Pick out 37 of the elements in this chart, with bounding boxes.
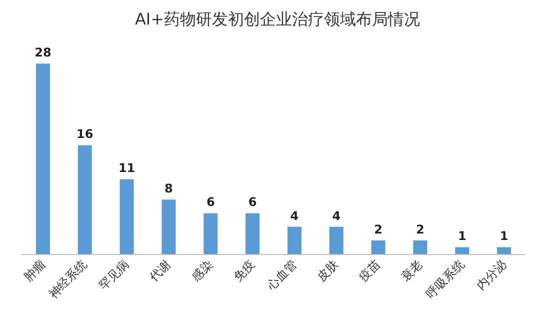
- bar: [287, 226, 302, 254]
- x-tick-label: 疫苗: [356, 257, 384, 284]
- x-tick-label: 免疫: [230, 257, 258, 284]
- x-tick-label: 感染: [188, 257, 216, 284]
- bar: [455, 247, 470, 254]
- x-tick-label: 内分泌: [474, 257, 509, 292]
- data-label: 6: [248, 195, 257, 210]
- data-label: 6: [206, 195, 215, 210]
- bar: [371, 240, 386, 254]
- x-tick-label: 肿瘤: [21, 257, 48, 284]
- x-tick-label: 神经系统: [46, 257, 90, 301]
- data-label: 2: [416, 222, 424, 236]
- data-label: 4: [332, 208, 341, 223]
- bar: [120, 179, 134, 254]
- data-label: 2: [374, 222, 382, 236]
- x-tick-label: 心血管: [263, 257, 300, 294]
- data-label: 4: [290, 208, 299, 223]
- bar: [36, 64, 50, 254]
- bar: [413, 240, 428, 254]
- data-label: 1: [458, 229, 466, 244]
- x-tick-label: 衰老: [398, 257, 426, 284]
- data-label: 28: [34, 46, 52, 60]
- data-label: 16: [76, 127, 94, 142]
- data-label: 8: [164, 182, 173, 196]
- chart-title: AI+药物研发初创企业治疗领域布局情况: [134, 10, 420, 28]
- x-tick-label: 皮肤: [314, 257, 342, 284]
- bar: [329, 226, 344, 254]
- x-tick-label: 代谢: [146, 257, 174, 285]
- bar: [497, 247, 512, 254]
- bar: [162, 200, 176, 254]
- x-tick-label: 罕见病: [96, 257, 132, 292]
- bar: [246, 213, 260, 254]
- bar: [78, 145, 92, 254]
- data-label: 1: [500, 229, 508, 244]
- x-tick-label: 呼吸系统: [423, 257, 468, 301]
- data-label: 11: [118, 161, 136, 176]
- bar: [204, 213, 218, 254]
